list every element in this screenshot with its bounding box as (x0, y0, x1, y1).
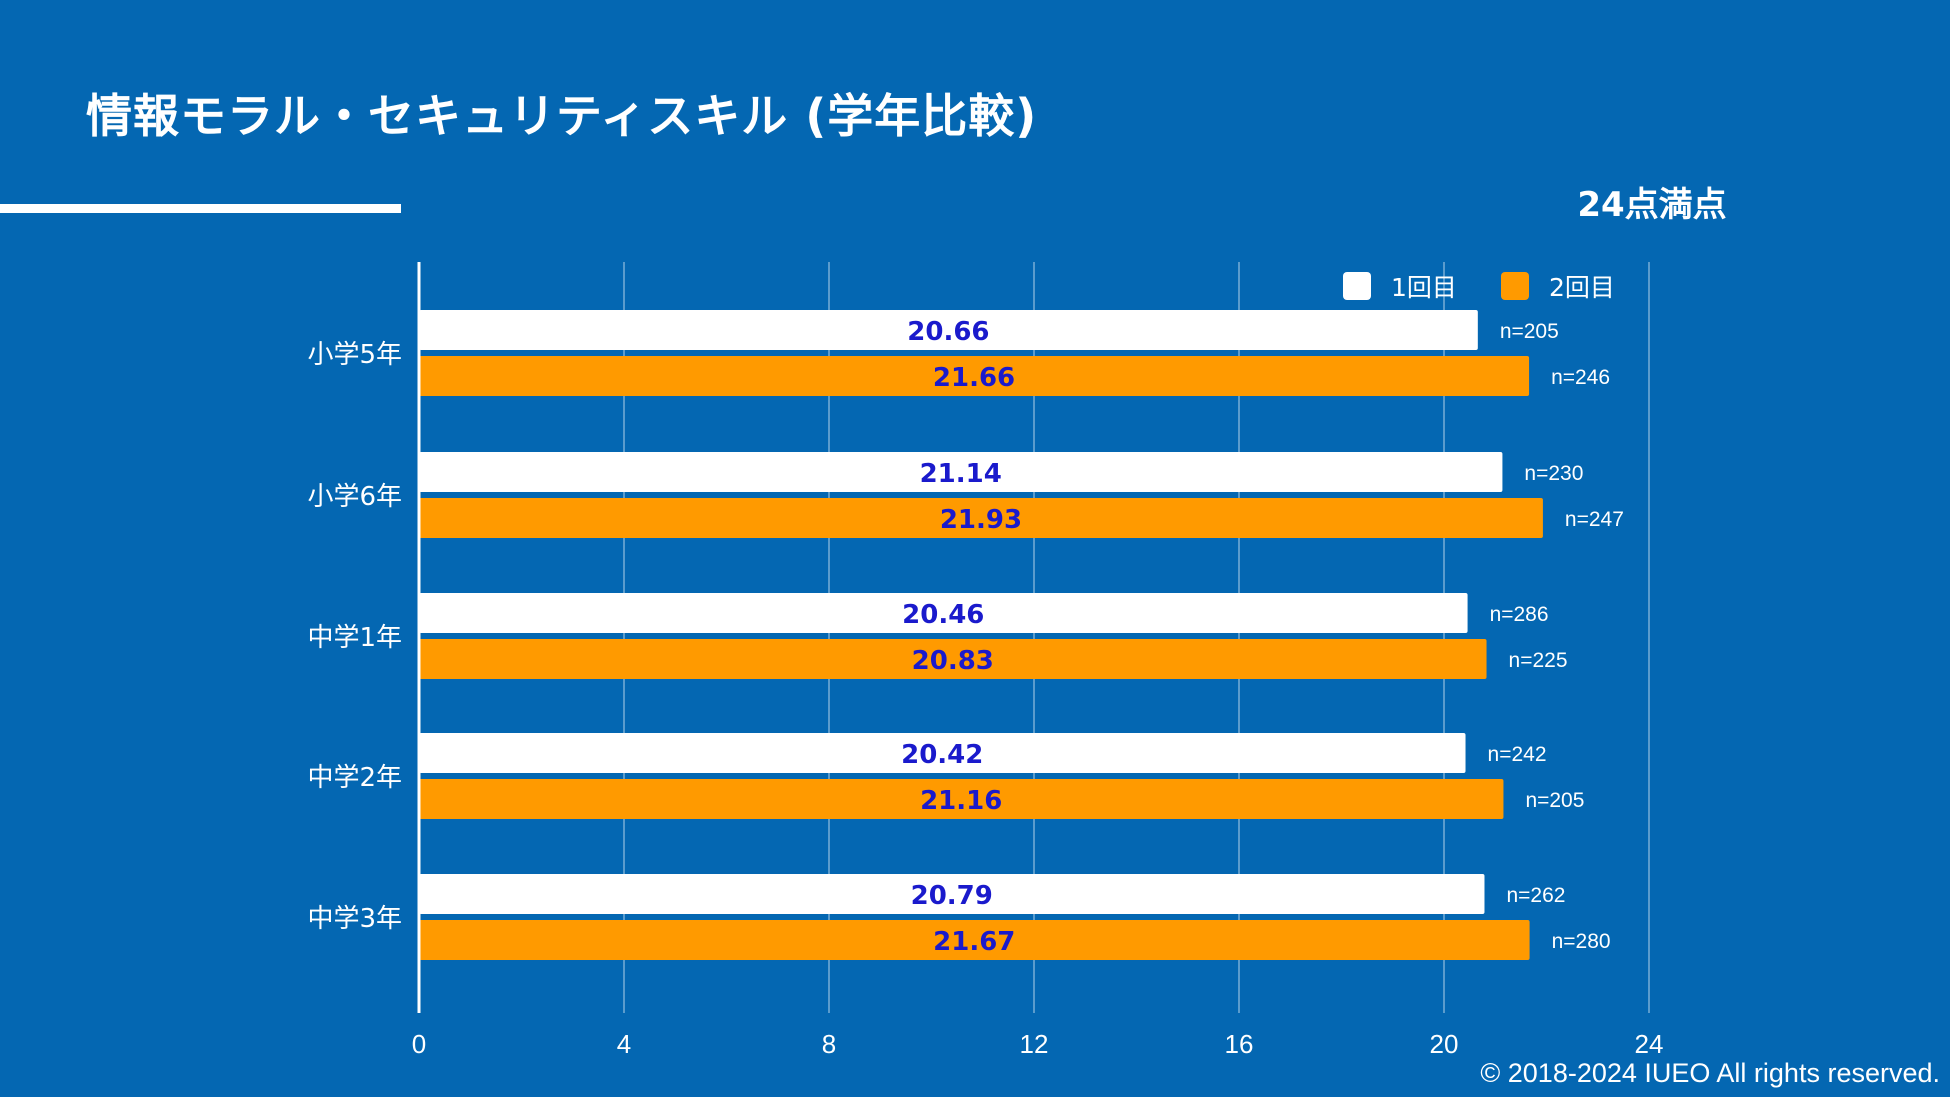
x-tick-label: 0 (412, 1029, 426, 1059)
category-label: 中学3年 (307, 904, 402, 934)
bar-value-label: 21.14 (920, 459, 1002, 489)
category-label: 小学5年 (307, 340, 402, 370)
bar-value-label: 21.16 (920, 786, 1002, 816)
bar-n-label: n=242 (1488, 743, 1547, 766)
bar-n-label: n=225 (1509, 649, 1568, 672)
legend-swatch (1343, 272, 1371, 300)
x-tick-label: 20 (1430, 1029, 1459, 1059)
bar-value-label: 20.79 (911, 881, 993, 911)
bar (419, 639, 1487, 679)
bar (419, 452, 1503, 492)
bar-n-label: n=205 (1525, 789, 1584, 812)
bar-value-label: 21.67 (933, 927, 1015, 957)
page-title: 情報モラル・セキュリティスキル (学年比較) (86, 89, 1038, 143)
copyright: © 2018-2024 IUEO All rights reserved. (1480, 1058, 1940, 1088)
max-score-note: 24点満点 (1577, 185, 1727, 225)
bar (419, 733, 1466, 773)
bar (419, 498, 1543, 538)
bar (419, 874, 1485, 914)
x-tick-label: 16 (1225, 1029, 1254, 1059)
bars: 20.66 n=205 21.66 n=246 21.14 n=230 21.93 n=247… (419, 310, 1624, 960)
bar-value-label: 20.66 (907, 317, 989, 347)
bar-n-label: n=205 (1500, 320, 1559, 343)
bar-n-label: n=246 (1551, 366, 1610, 389)
bar (419, 593, 1468, 633)
bar-n-label: n=247 (1565, 508, 1624, 531)
bar-value-label: 21.93 (940, 505, 1022, 535)
legend: 1回目 2回目 (1343, 272, 1615, 302)
category-label: 中学2年 (307, 763, 402, 793)
bar-n-label: n=262 (1506, 884, 1565, 907)
x-tick-label: 12 (1020, 1029, 1049, 1059)
bar-chart: 20.66 n=205 21.66 n=246 21.14 n=230 21.93 n=247… (307, 262, 1663, 1059)
category-label: 小学6年 (307, 482, 402, 512)
x-tick-label: 8 (822, 1029, 836, 1059)
bar (419, 310, 1478, 350)
x-tick-label: 24 (1635, 1029, 1664, 1059)
bar (419, 356, 1530, 396)
bar-value-label: 20.46 (902, 600, 984, 630)
bar-n-label: n=230 (1524, 462, 1583, 485)
bar-value-label: 21.66 (933, 363, 1015, 393)
bar (419, 779, 1504, 819)
category-label: 中学1年 (307, 623, 402, 653)
legend-swatch (1501, 272, 1529, 300)
x-tick-label: 4 (617, 1029, 631, 1059)
legend-label: 2回目 (1549, 273, 1615, 302)
bar-n-label: n=286 (1490, 603, 1549, 626)
bar-n-label: n=280 (1552, 930, 1611, 953)
bar (419, 920, 1530, 960)
bar-value-label: 20.42 (901, 740, 983, 770)
legend-label: 1回目 (1391, 273, 1457, 302)
title-underline (0, 204, 401, 213)
bar-value-label: 20.83 (912, 646, 994, 676)
